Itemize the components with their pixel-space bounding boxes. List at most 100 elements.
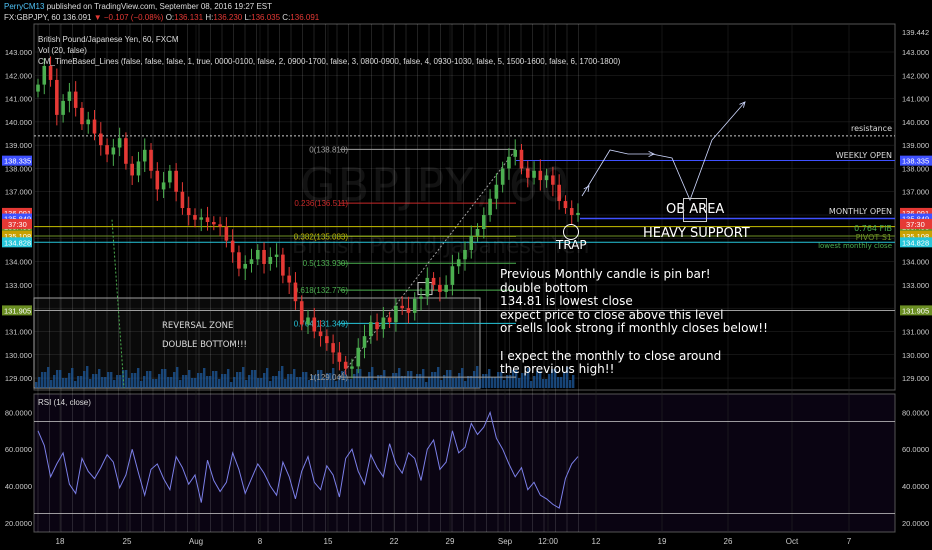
volume-bar xyxy=(194,378,197,388)
volume-bar xyxy=(200,373,203,388)
volume-bar xyxy=(92,374,95,388)
x-tick-label: 12:00 xyxy=(538,537,559,546)
note-line: double bottom xyxy=(500,280,589,295)
volume-bar xyxy=(422,369,425,388)
legend-rsi[interactable]: RSI (14, close) xyxy=(38,398,91,407)
y-tick-right: 131.000 xyxy=(902,327,929,336)
rsi-tick-left: 40.0000 xyxy=(5,482,32,491)
price-tag-right-text: 135.108 xyxy=(902,232,929,241)
symbol-label[interactable]: FX:GBPJPY, 60 xyxy=(4,13,61,22)
countdown-tag-right xyxy=(900,218,932,229)
volume-bar xyxy=(485,374,488,388)
volume-bar xyxy=(326,373,329,388)
volume-bar xyxy=(278,371,281,388)
candle-body xyxy=(281,254,285,276)
time-axis[interactable]: 18 25 Aug 8 15 22 29 Sep 12:00 12 19 26 Oct 7 xyxy=(56,537,852,546)
volume-bar xyxy=(407,371,410,388)
candle-body xyxy=(67,91,72,101)
volume-bar xyxy=(245,380,248,388)
ohlc-l-value: 136.035 xyxy=(251,13,281,22)
candle-body xyxy=(193,215,197,220)
volume-bar xyxy=(347,379,350,388)
volume-bar xyxy=(47,367,50,388)
legend-timebased-lines[interactable]: CM_TimeBased_Lines (false, false, false,… xyxy=(38,57,621,66)
volume-bar xyxy=(155,379,158,388)
candle-body xyxy=(111,147,116,155)
volume-bar xyxy=(110,372,113,388)
arrow-head xyxy=(648,151,655,157)
volume-bar xyxy=(521,373,524,388)
price-tag-right-text: 131.905 xyxy=(902,306,929,315)
volume-bar xyxy=(191,378,194,388)
volume-bar xyxy=(209,376,212,388)
y-top-label: 139.442 xyxy=(902,28,929,37)
y-tick-left: 139.000 xyxy=(5,141,32,150)
y-tick-right: 141.000 xyxy=(902,95,929,104)
volume-bar xyxy=(497,372,500,388)
volume-bar xyxy=(65,378,68,388)
volume-bar xyxy=(365,377,368,388)
candle-body xyxy=(425,277,430,297)
volume-bar xyxy=(317,370,320,388)
volume-bar xyxy=(218,379,221,388)
volume-bar xyxy=(440,380,443,388)
volume-bar xyxy=(239,372,242,388)
candle-body xyxy=(375,322,379,330)
candle-body xyxy=(513,149,518,157)
volume-bar xyxy=(299,377,302,388)
y-tick-right: 138.000 xyxy=(902,164,929,173)
trap-circle xyxy=(563,224,579,240)
session-time-lines xyxy=(37,24,579,532)
candle-body xyxy=(274,254,279,257)
x-tick-label: 8 xyxy=(258,537,263,546)
candle-body xyxy=(394,305,398,323)
candle-body xyxy=(237,252,241,269)
candle-body xyxy=(381,317,386,330)
volume-bar xyxy=(374,380,377,388)
volume-bar xyxy=(314,375,317,388)
price-axis[interactable]: 143.000 143.000 142.000 142.000 141.000 141.0… xyxy=(2,28,932,383)
fib-label: 0.618(132.776) xyxy=(294,286,349,295)
volume-bar xyxy=(392,373,395,388)
volume-bar xyxy=(350,379,353,388)
volume-bar xyxy=(482,374,485,388)
candle-body xyxy=(73,91,78,108)
countdown-tag-left xyxy=(2,218,32,229)
volume-bar xyxy=(35,382,38,388)
rsi-tick-left: 20.0000 xyxy=(5,519,32,528)
candle-body xyxy=(255,249,260,260)
volume-bar xyxy=(362,377,365,388)
author-link[interactable]: PerryCM13 xyxy=(4,2,45,11)
volume-bar xyxy=(470,376,473,388)
price-tag-right-text: 134.828 xyxy=(902,238,929,247)
y-tick-left: 134.000 xyxy=(5,258,32,267)
price-tag-left-text: 131.905 xyxy=(4,306,31,315)
volume-bar xyxy=(104,377,107,388)
publish-text: published on TradingView.com, September … xyxy=(46,2,273,11)
candle-body xyxy=(519,149,524,169)
ohlc-l-label: L: xyxy=(244,13,252,22)
candle-body xyxy=(406,308,411,313)
rsi-tick-right: 40.0000 xyxy=(902,482,929,491)
volume-bar xyxy=(536,371,539,388)
volume-bar xyxy=(185,375,188,388)
arrow-head xyxy=(583,185,590,192)
volume-bar xyxy=(308,380,311,388)
price-tag-left xyxy=(2,230,32,241)
note-line: expect price to close above this level xyxy=(500,307,724,322)
volume-bar xyxy=(281,366,284,388)
candle-body xyxy=(130,163,134,176)
volume-bar xyxy=(260,378,263,388)
candle-body xyxy=(576,212,580,216)
arrow-head xyxy=(739,101,746,108)
price-tag-left xyxy=(2,237,32,248)
price-tag-left xyxy=(2,155,32,166)
fib-label: 0.5(133.930) xyxy=(303,259,349,268)
volume-bar xyxy=(266,368,269,388)
legend-volume[interactable]: Vol (20, false) xyxy=(38,46,87,55)
dotted-guide xyxy=(111,219,125,389)
candle-body xyxy=(469,235,474,250)
y-tick-left: 140.000 xyxy=(5,118,32,127)
volume-bar xyxy=(449,370,452,388)
volume-bar xyxy=(455,378,458,388)
